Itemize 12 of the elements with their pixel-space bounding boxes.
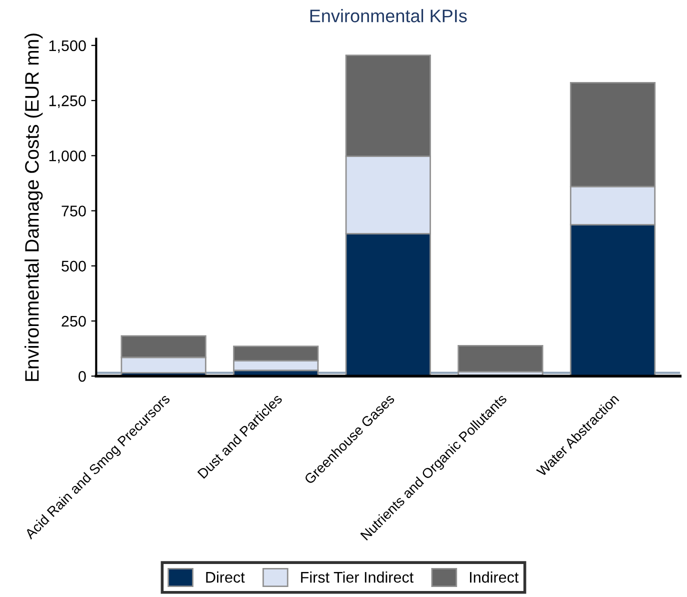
y-tick-label: 750 (62, 206, 86, 216)
y-tick-label: 500 (62, 260, 86, 272)
legend-label: First Tier Indirect (301, 571, 414, 583)
y-tick-label: 0 (78, 370, 86, 382)
y-axis-title: Environmental Damage Costs (EUR mn) (24, 34, 43, 381)
legend-label: Direct (206, 571, 245, 583)
y-tick-label: 1,250 (49, 95, 86, 108)
legend-label: Indirect (470, 571, 519, 583)
y-tick-label: 250 (62, 316, 86, 327)
chart-title: Environmental KPIs (310, 9, 467, 22)
y-tick-label: 1,000 (49, 150, 86, 164)
y-tick-label: 1,500 (49, 40, 86, 53)
